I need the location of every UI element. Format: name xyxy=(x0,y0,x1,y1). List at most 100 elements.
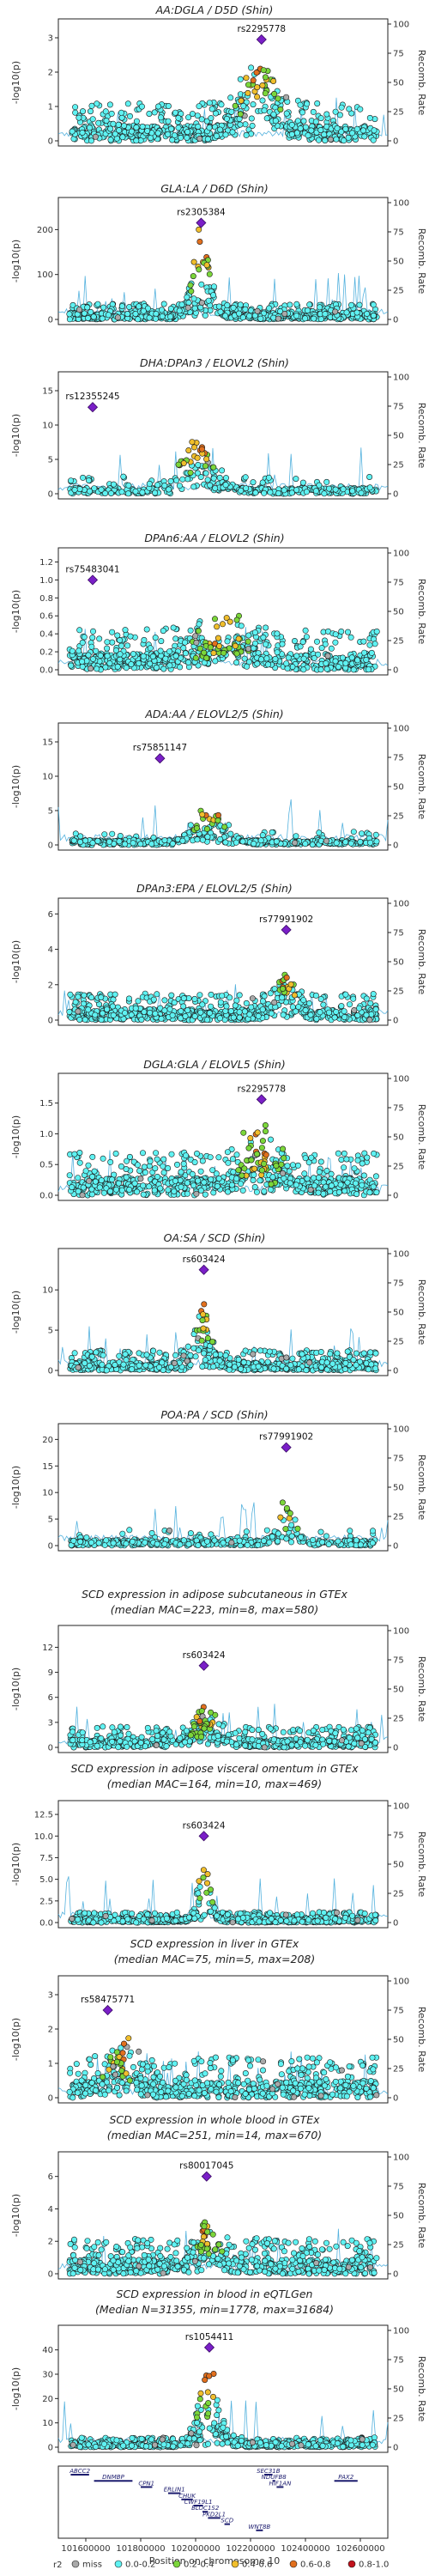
data-point xyxy=(191,1159,198,1166)
panel-3: DHA:DPAn3 / ELOVL2 (Shin)051015025507510… xyxy=(10,356,427,500)
data-point xyxy=(348,130,355,137)
lead-snp-label: rs75483041 xyxy=(65,564,119,574)
data-point xyxy=(106,659,113,666)
data-point xyxy=(204,1335,211,1342)
data-point xyxy=(136,1362,142,1369)
data-point xyxy=(348,654,355,661)
panel-8: OA:SA / SCD (Shin)05100255075100-log10(p… xyxy=(10,1231,427,1376)
data-point xyxy=(261,1188,268,1194)
data-point xyxy=(212,658,219,665)
data-point xyxy=(317,127,324,134)
data-point xyxy=(356,1005,363,1012)
y-tick-label: 0 xyxy=(48,137,53,147)
data-point xyxy=(104,645,111,652)
data-point xyxy=(193,1190,200,1197)
data-point xyxy=(371,127,378,134)
data-point xyxy=(67,991,74,998)
data-point xyxy=(293,833,299,840)
data-point xyxy=(180,645,187,652)
data-point xyxy=(80,474,87,481)
data-point xyxy=(137,1176,144,1182)
data-point xyxy=(171,999,178,1006)
y2-tick-label: 75 xyxy=(393,1279,404,1289)
data-point xyxy=(126,1187,133,1194)
data-point xyxy=(353,309,360,316)
data-point xyxy=(109,639,116,646)
data-point xyxy=(370,1183,377,1190)
data-point xyxy=(190,1182,197,1189)
data-point xyxy=(72,999,79,1005)
data-point xyxy=(200,1311,207,1318)
lead-snp-label: rs603424 xyxy=(183,1255,226,1265)
data-point xyxy=(242,121,249,128)
data-point xyxy=(154,130,161,137)
data-point xyxy=(105,312,112,319)
data-point xyxy=(302,841,309,848)
data-point xyxy=(332,631,339,638)
data-point xyxy=(106,101,113,108)
data-point xyxy=(202,312,208,319)
data-point xyxy=(85,1006,92,1013)
y2-tick-label: 75 xyxy=(393,1455,404,1464)
y2-tick-label: 50 xyxy=(393,783,404,793)
data-point xyxy=(350,666,357,673)
data-point xyxy=(112,991,118,998)
data-point xyxy=(165,1187,172,1194)
data-point xyxy=(300,118,307,125)
y-tick-label: 0 xyxy=(48,1017,53,1026)
data-point xyxy=(263,115,270,122)
data-point xyxy=(335,1150,341,1157)
y-tick-label: 0.2 xyxy=(39,648,53,658)
data-point xyxy=(152,1010,159,1017)
data-point xyxy=(297,125,304,132)
data-point xyxy=(140,653,147,659)
data-point xyxy=(283,660,290,667)
data-point xyxy=(71,1350,78,1357)
data-point xyxy=(303,1367,310,1374)
data-point xyxy=(215,1176,222,1182)
data-point xyxy=(239,1187,246,1194)
data-point xyxy=(116,1352,123,1359)
data-point xyxy=(261,993,268,999)
data-point xyxy=(112,1362,118,1369)
data-point xyxy=(312,992,319,999)
data-point xyxy=(275,95,281,102)
data-point xyxy=(212,1352,219,1358)
y2-tick-label: 0 xyxy=(393,137,398,147)
data-point xyxy=(240,102,247,109)
data-point xyxy=(314,100,321,107)
y-tick-label: 0 xyxy=(48,841,53,851)
lead-snp-label: rs12355245 xyxy=(65,392,119,402)
data-point xyxy=(187,1352,194,1358)
data-point xyxy=(239,1172,245,1179)
data-point xyxy=(118,109,124,116)
data-point xyxy=(318,1364,325,1370)
data-point xyxy=(176,307,183,314)
data-point xyxy=(248,115,255,122)
y2-axis-label: Recomb. Rate xyxy=(416,403,427,469)
data-point xyxy=(191,995,198,1002)
data-point xyxy=(79,659,86,665)
data-point xyxy=(255,1012,262,1019)
data-point xyxy=(344,629,351,635)
data-point xyxy=(201,1350,208,1357)
data-point xyxy=(226,1366,233,1373)
data-point xyxy=(356,301,363,308)
data-point xyxy=(270,1365,277,1372)
data-point xyxy=(93,1349,100,1356)
y2-tick-label: 100 xyxy=(393,21,409,30)
data-point xyxy=(323,659,329,666)
data-point xyxy=(154,991,160,998)
data-point xyxy=(185,447,192,453)
data-point xyxy=(257,656,264,663)
data-point xyxy=(76,647,82,654)
data-point xyxy=(178,134,184,141)
data-point xyxy=(302,124,309,131)
data-point xyxy=(118,642,124,649)
data-point xyxy=(86,1363,93,1370)
data-point xyxy=(366,473,373,480)
y-tick-label: 0.0 xyxy=(39,666,53,676)
data-point xyxy=(119,134,126,141)
data-point xyxy=(215,303,222,310)
data-point xyxy=(263,624,269,631)
